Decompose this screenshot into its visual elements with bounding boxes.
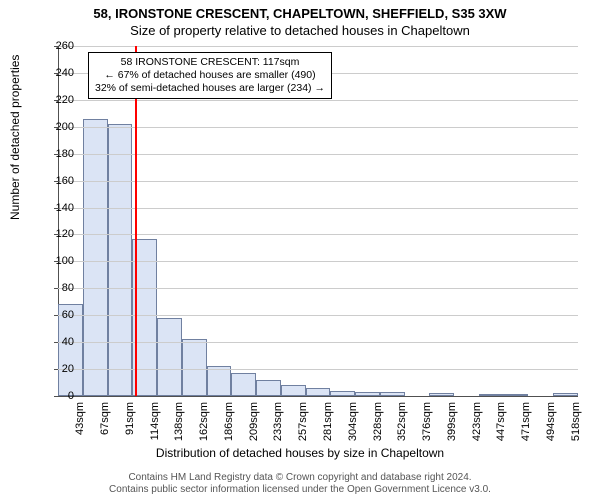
x-tick-label: 186sqm [223, 402, 235, 441]
chart-container: 58, IRONSTONE CRESCENT, CHAPELTOWN, SHEF… [0, 0, 600, 500]
histogram-bar [231, 373, 256, 396]
chart-title: 58, IRONSTONE CRESCENT, CHAPELTOWN, SHEF… [0, 0, 600, 21]
histogram-bar [207, 366, 232, 396]
histogram-bar [355, 392, 380, 396]
histogram-bar [83, 119, 108, 396]
x-tick-label: 91sqm [124, 402, 136, 435]
y-tick-mark [54, 46, 58, 47]
x-tick-label: 43sqm [74, 402, 86, 435]
histogram-bar [157, 318, 182, 396]
x-tick-label: 162sqm [198, 402, 210, 441]
y-tick-mark [54, 396, 58, 397]
callout-box: 58 IRONSTONE CRESCENT: 117sqm ← 67% of d… [88, 52, 332, 99]
histogram-bar [281, 385, 306, 396]
x-tick-label: 399sqm [446, 402, 458, 441]
x-tick-label: 67sqm [99, 402, 111, 435]
y-tick-mark [54, 288, 58, 289]
y-tick-mark [54, 181, 58, 182]
x-axis-line [58, 396, 578, 397]
histogram-bar [553, 393, 578, 396]
histogram-bar [256, 380, 281, 396]
y-tick-mark [54, 100, 58, 101]
plot-area: 58 IRONSTONE CRESCENT: 117sqm ← 67% of d… [58, 46, 578, 396]
x-tick-label: 233sqm [272, 402, 284, 441]
x-tick-label: 209sqm [248, 402, 260, 441]
footer-line2: Contains public sector information licen… [0, 484, 600, 496]
x-tick-label: 471sqm [520, 402, 532, 441]
x-tick-label: 494sqm [545, 402, 557, 441]
chart-subtitle: Size of property relative to detached ho… [0, 21, 600, 38]
callout-line2: ← 67% of detached houses are smaller (49… [95, 69, 325, 82]
y-tick-mark [54, 315, 58, 316]
x-tick-label: 352sqm [396, 402, 408, 441]
x-tick-label: 518sqm [570, 402, 582, 441]
x-tick-label: 281sqm [322, 402, 334, 441]
callout-line3: 32% of semi-detached houses are larger (… [95, 82, 325, 95]
histogram-bar [504, 394, 529, 396]
y-tick-mark [54, 127, 58, 128]
y-tick-mark [54, 234, 58, 235]
footer: Contains HM Land Registry data © Crown c… [0, 472, 600, 496]
y-tick-mark [54, 208, 58, 209]
x-tick-label: 257sqm [297, 402, 309, 441]
y-tick-mark [54, 73, 58, 74]
histogram-bar [429, 393, 454, 396]
y-tick-mark [54, 261, 58, 262]
x-axis-label: Distribution of detached houses by size … [0, 446, 600, 460]
histogram-bar [330, 391, 355, 396]
y-tick-mark [54, 154, 58, 155]
histogram-bar [108, 124, 133, 396]
y-tick-mark [54, 369, 58, 370]
x-tick-label: 328sqm [372, 402, 384, 441]
footer-line1: Contains HM Land Registry data © Crown c… [0, 472, 600, 484]
x-tick-label: 138sqm [173, 402, 185, 441]
histogram-bar [479, 394, 504, 396]
x-tick-label: 447sqm [495, 402, 507, 441]
y-axis-label: Number of detached properties [8, 55, 22, 220]
x-tick-label: 376sqm [421, 402, 433, 441]
callout-line1: 58 IRONSTONE CRESCENT: 117sqm [95, 56, 325, 69]
histogram-bar [306, 388, 331, 396]
histogram-bar [182, 339, 207, 396]
x-tick-label: 304sqm [347, 402, 359, 441]
x-tick-label: 114sqm [149, 402, 161, 440]
y-tick-mark [54, 342, 58, 343]
x-tick-label: 423sqm [471, 402, 483, 441]
histogram-bar [380, 392, 405, 396]
